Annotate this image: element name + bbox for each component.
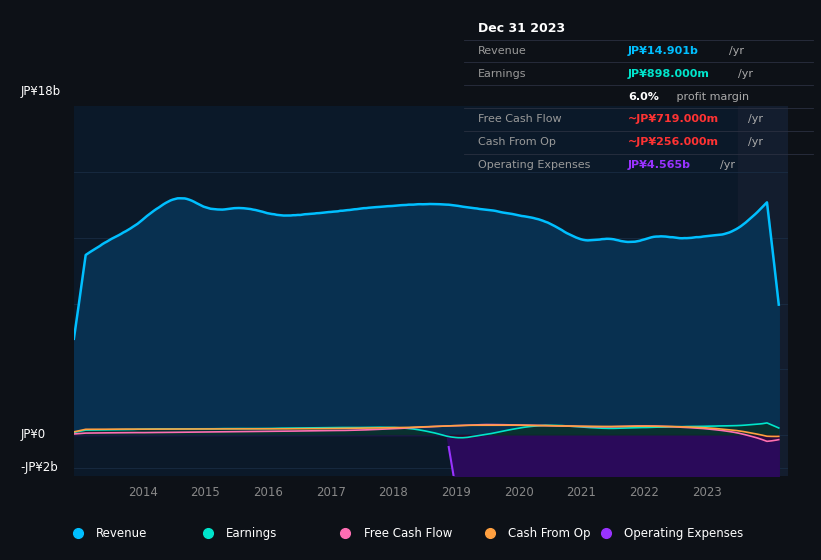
Text: JP¥898.000m: JP¥898.000m (628, 69, 709, 79)
Text: JP¥14.901b: JP¥14.901b (628, 46, 699, 56)
Text: Free Cash Flow: Free Cash Flow (478, 114, 562, 124)
Text: /yr: /yr (729, 46, 744, 56)
Text: profit margin: profit margin (672, 92, 749, 101)
Text: ~JP¥719.000m: ~JP¥719.000m (628, 114, 719, 124)
Text: /yr: /yr (748, 114, 763, 124)
Text: Earnings: Earnings (227, 527, 277, 540)
Text: /yr: /yr (720, 160, 735, 170)
Text: Operating Expenses: Operating Expenses (478, 160, 590, 170)
Text: Operating Expenses: Operating Expenses (624, 527, 743, 540)
Text: Revenue: Revenue (96, 527, 148, 540)
Text: /yr: /yr (738, 69, 754, 79)
Text: JP¥18b: JP¥18b (21, 85, 61, 98)
Text: -JP¥2b: -JP¥2b (21, 461, 58, 474)
Text: 6.0%: 6.0% (628, 92, 658, 101)
Bar (738, 106, 788, 476)
Text: Earnings: Earnings (478, 69, 526, 79)
Text: Revenue: Revenue (478, 46, 526, 56)
Text: ~JP¥256.000m: ~JP¥256.000m (628, 137, 719, 147)
Text: Free Cash Flow: Free Cash Flow (364, 527, 452, 540)
Text: Cash From Op: Cash From Op (508, 527, 590, 540)
Text: JP¥0: JP¥0 (21, 428, 46, 441)
Text: /yr: /yr (748, 137, 763, 147)
Text: JP¥4.565b: JP¥4.565b (628, 160, 690, 170)
Text: Dec 31 2023: Dec 31 2023 (478, 22, 565, 35)
Text: Cash From Op: Cash From Op (478, 137, 556, 147)
